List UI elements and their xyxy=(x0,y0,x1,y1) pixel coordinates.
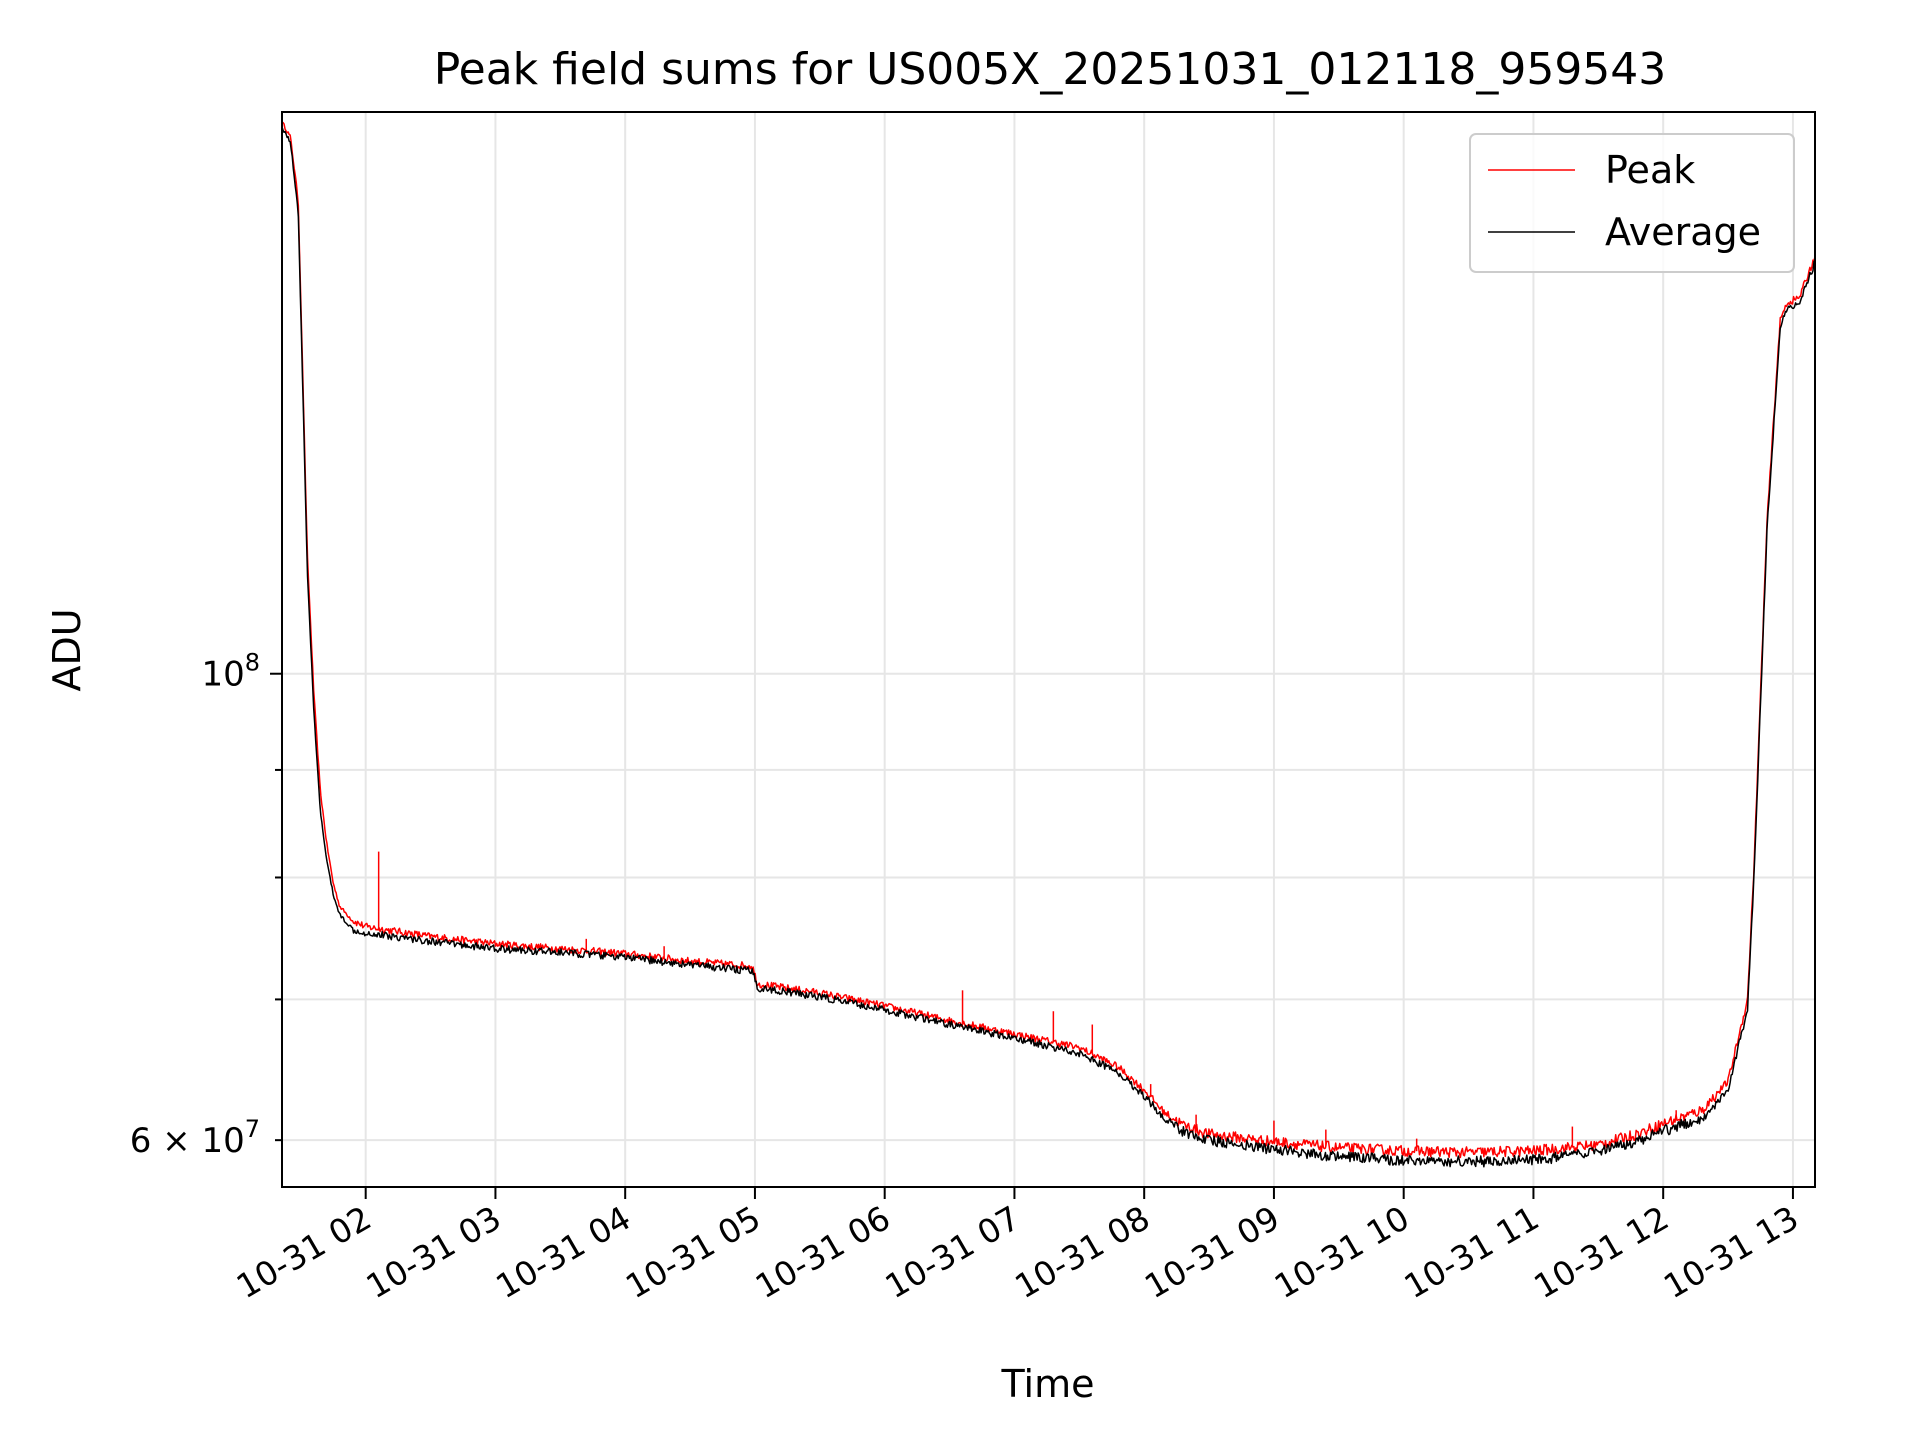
y-tick-label: 6 × 107 xyxy=(130,1115,260,1161)
y-tick-label: 108 xyxy=(201,649,260,695)
plot-frame xyxy=(281,111,1816,1188)
average-line xyxy=(282,126,1815,1168)
grid-lines xyxy=(282,112,1815,1187)
legend-average-label: Average xyxy=(1605,210,1761,254)
y-axis-label: ADU xyxy=(45,608,89,691)
legend: Peak Average xyxy=(1469,133,1795,273)
x-axis-label: Time xyxy=(1001,1362,1095,1406)
chart-title: Peak field sums for US005X_20251031_0121… xyxy=(434,44,1667,95)
series-peak xyxy=(282,121,1815,1159)
peak-line xyxy=(282,121,1815,1159)
legend-box xyxy=(1469,133,1795,273)
y-axis-ticks: 108 6 × 107 xyxy=(130,649,282,1161)
legend-peak-label: Peak xyxy=(1605,148,1695,192)
series-average xyxy=(282,126,1815,1168)
